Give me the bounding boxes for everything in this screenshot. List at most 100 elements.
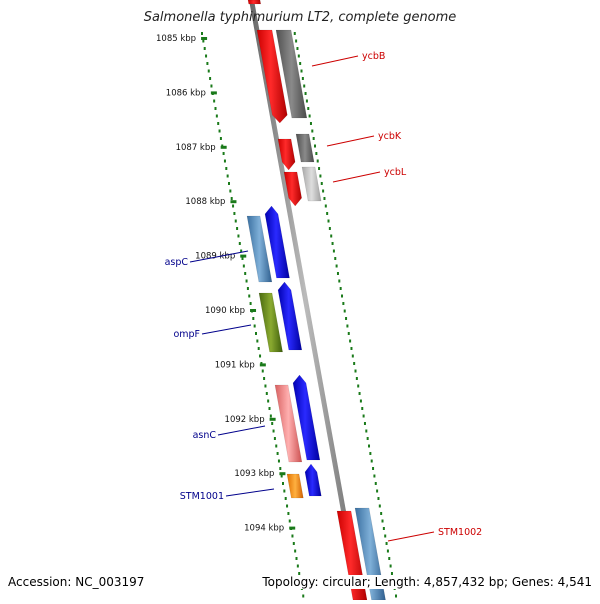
ruler-dot: [300, 69, 303, 73]
ruler-dot: [267, 399, 270, 403]
ruler-dot: [320, 182, 323, 185]
ruler-tick: [220, 145, 227, 149]
gene-label-aspC[interactable]: aspC: [165, 257, 189, 268]
ruler-dot: [248, 294, 251, 298]
gene-label-ycbB[interactable]: ycbB: [362, 51, 385, 62]
ruler-dot: [389, 564, 392, 568]
ruler-dot: [271, 422, 274, 425]
ruler-tick: [230, 200, 237, 204]
ruler-tick-label: 1092 kbp: [225, 415, 265, 425]
ruler-dot: [242, 264, 245, 268]
ruler-dot: [218, 129, 221, 133]
ruler-dot: [273, 437, 276, 440]
ruler-dot: [292, 542, 295, 545]
ruler-dot: [284, 497, 287, 500]
ruler-dot: [241, 257, 244, 260]
ruler-dot: [279, 467, 282, 470]
accession-text: Accession: NC_003197: [8, 575, 145, 589]
gene-STM1001-homolog: [286, 473, 304, 499]
ruler-dot: [330, 234, 333, 238]
ruler-dot: [349, 339, 352, 343]
ruler-right: [293, 32, 398, 598]
gene-ycbK-homolog: [295, 133, 315, 163]
ruler-dot: [210, 84, 213, 88]
ruler-dot: [219, 137, 222, 140]
ruler-tick-label: 1090 kbp: [205, 306, 245, 316]
gene-ycbL-feature: [283, 171, 302, 207]
gene-label-leader: [225, 488, 275, 497]
ruler-dot: [209, 77, 212, 80]
ruler-tick: [269, 417, 276, 421]
ruler-dot: [324, 204, 327, 208]
ruler-dot: [257, 347, 260, 350]
ruler-dot: [280, 474, 283, 478]
gene-fragment-top: [247, 0, 262, 5]
ruler-tick: [210, 91, 217, 95]
gene-label-STM1001[interactable]: STM1001: [180, 491, 224, 502]
gene-labels: ycbB ycbK ycbL STM1002 aspC ompF asnC STM1001: [165, 51, 482, 542]
ruler-dot: [206, 62, 209, 65]
ruler-dot: [255, 332, 257, 335]
ruler-dot: [372, 467, 375, 470]
gene-label-leader: [217, 425, 266, 436]
ruler-dot: [342, 302, 345, 305]
ruler-tick-label: 1085 kbp: [156, 34, 196, 44]
ruler-dot: [203, 47, 206, 50]
ruler-dot: [245, 279, 248, 283]
ruler-tick: [201, 37, 208, 40]
ruler-tick-label: 1086 kbp: [166, 88, 206, 98]
ruler-dot: [302, 594, 305, 598]
ruler-dot: [253, 324, 256, 328]
ruler-dot: [341, 294, 344, 298]
gene-label-leader: [387, 531, 435, 542]
ruler-dot: [259, 354, 262, 358]
gene-aspC-homolog: [246, 215, 273, 283]
ruler-dot: [328, 227, 331, 230]
ruler-dot: [377, 497, 380, 500]
ruler-dot: [256, 339, 259, 343]
ruler-dot: [386, 549, 389, 553]
ruler-dot: [334, 257, 337, 260]
ruler-dot: [365, 429, 368, 433]
ruler-tick-label: 1093 kbp: [234, 469, 274, 479]
ruler-dot: [299, 62, 302, 65]
ruler-tick: [250, 309, 257, 312]
gene-ycbB-homolog: [275, 29, 308, 119]
gene-label-leader: [332, 171, 381, 183]
gene-label-ompF[interactable]: ompF: [173, 329, 200, 340]
ruler-dot: [319, 174, 322, 178]
ruler-dot: [345, 317, 348, 320]
ruler-dot: [236, 227, 239, 230]
gene-label-ycbL[interactable]: ycbL: [384, 167, 407, 178]
ruler-dot: [214, 107, 217, 110]
ruler-dot: [272, 429, 275, 433]
ruler-dot: [303, 84, 306, 88]
ruler-dot: [357, 384, 360, 388]
ruler-dot: [351, 354, 354, 358]
ruler-dot: [225, 167, 228, 170]
ruler-dot: [350, 347, 353, 350]
gene-features: [246, 0, 386, 601]
ruler-dot: [287, 512, 290, 515]
gene-label-leader: [189, 250, 249, 263]
ruler-dot: [237, 234, 240, 238]
ruler-dot: [332, 249, 335, 253]
ruler-dot: [382, 527, 385, 530]
ruler-dot: [381, 519, 384, 523]
ruler-dot: [307, 107, 310, 110]
ruler-dot: [298, 572, 301, 575]
ruler-dot: [326, 212, 329, 215]
ruler-dot: [215, 114, 218, 118]
ruler-dot: [296, 47, 299, 50]
ruler-dot: [361, 407, 364, 410]
gene-label-asnC[interactable]: asnC: [193, 430, 217, 441]
ruler-dot: [201, 32, 203, 35]
ruler-dot: [308, 114, 311, 118]
ruler-dot: [275, 444, 278, 448]
gene-ompF-feature: [277, 281, 303, 351]
gene-label-STM1002[interactable]: STM1002: [438, 527, 482, 538]
ruler-tick: [289, 526, 296, 530]
ruler-dot: [276, 452, 279, 455]
gene-label-ycbK[interactable]: ycbK: [378, 131, 402, 142]
